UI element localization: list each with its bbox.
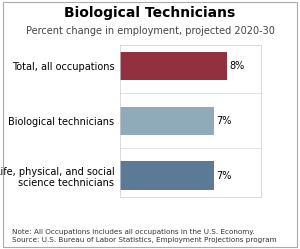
Text: 8%: 8%	[230, 61, 245, 71]
Text: Biological Technicians: Biological Technicians	[64, 6, 236, 20]
Bar	[120, 52, 227, 80]
Text: Percent change in employment, projected 2020-30: Percent change in employment, projected …	[26, 26, 275, 36]
Bar	[120, 161, 214, 190]
Text: 7%: 7%	[216, 116, 232, 126]
Text: 7%: 7%	[216, 171, 232, 181]
Bar	[120, 107, 214, 135]
Text: Note: All Occupations includes all occupations in the U.S. Economy.
Source: U.S.: Note: All Occupations includes all occup…	[12, 229, 277, 243]
